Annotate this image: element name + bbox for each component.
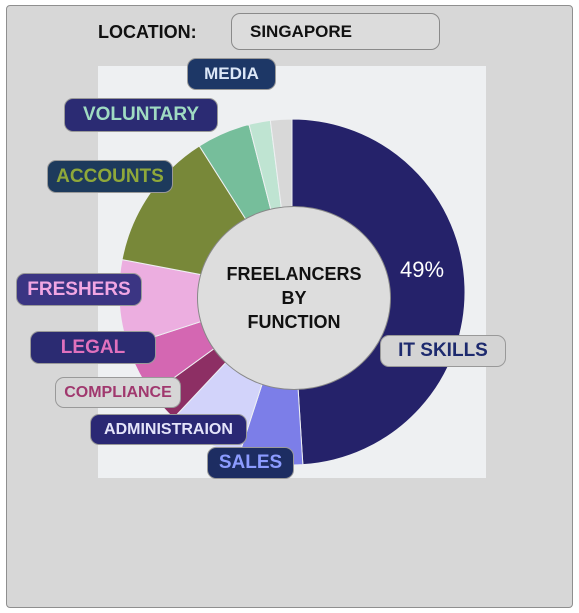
label-media: MEDIA <box>187 58 276 90</box>
chart-title-line-1: FREELANCERS <box>226 264 362 284</box>
label-it-skills: IT SKILLS <box>380 335 506 367</box>
location-label: LOCATION: <box>98 22 197 42</box>
label-compliance: COMPLIANCE <box>55 377 181 408</box>
label-freshers: FRESHERS <box>16 273 142 306</box>
label-accounts: ACCOUNTS <box>47 160 173 193</box>
chart-title-line-3: FUNCTION <box>247 312 341 332</box>
label-voluntary: VOLUNTARY <box>64 98 218 132</box>
data-label-it-skills: 49% <box>400 257 444 282</box>
label-legal: LEGAL <box>30 331 156 364</box>
chart-center-circle: FREELANCERS BY FUNCTION <box>197 206 391 390</box>
label-administraion: ADMINISTRAION <box>90 414 247 445</box>
location-field[interactable]: SINGAPORE <box>231 13 440 50</box>
label-sales: SALES <box>207 447 294 479</box>
chart-title-line-2: BY <box>281 288 307 308</box>
